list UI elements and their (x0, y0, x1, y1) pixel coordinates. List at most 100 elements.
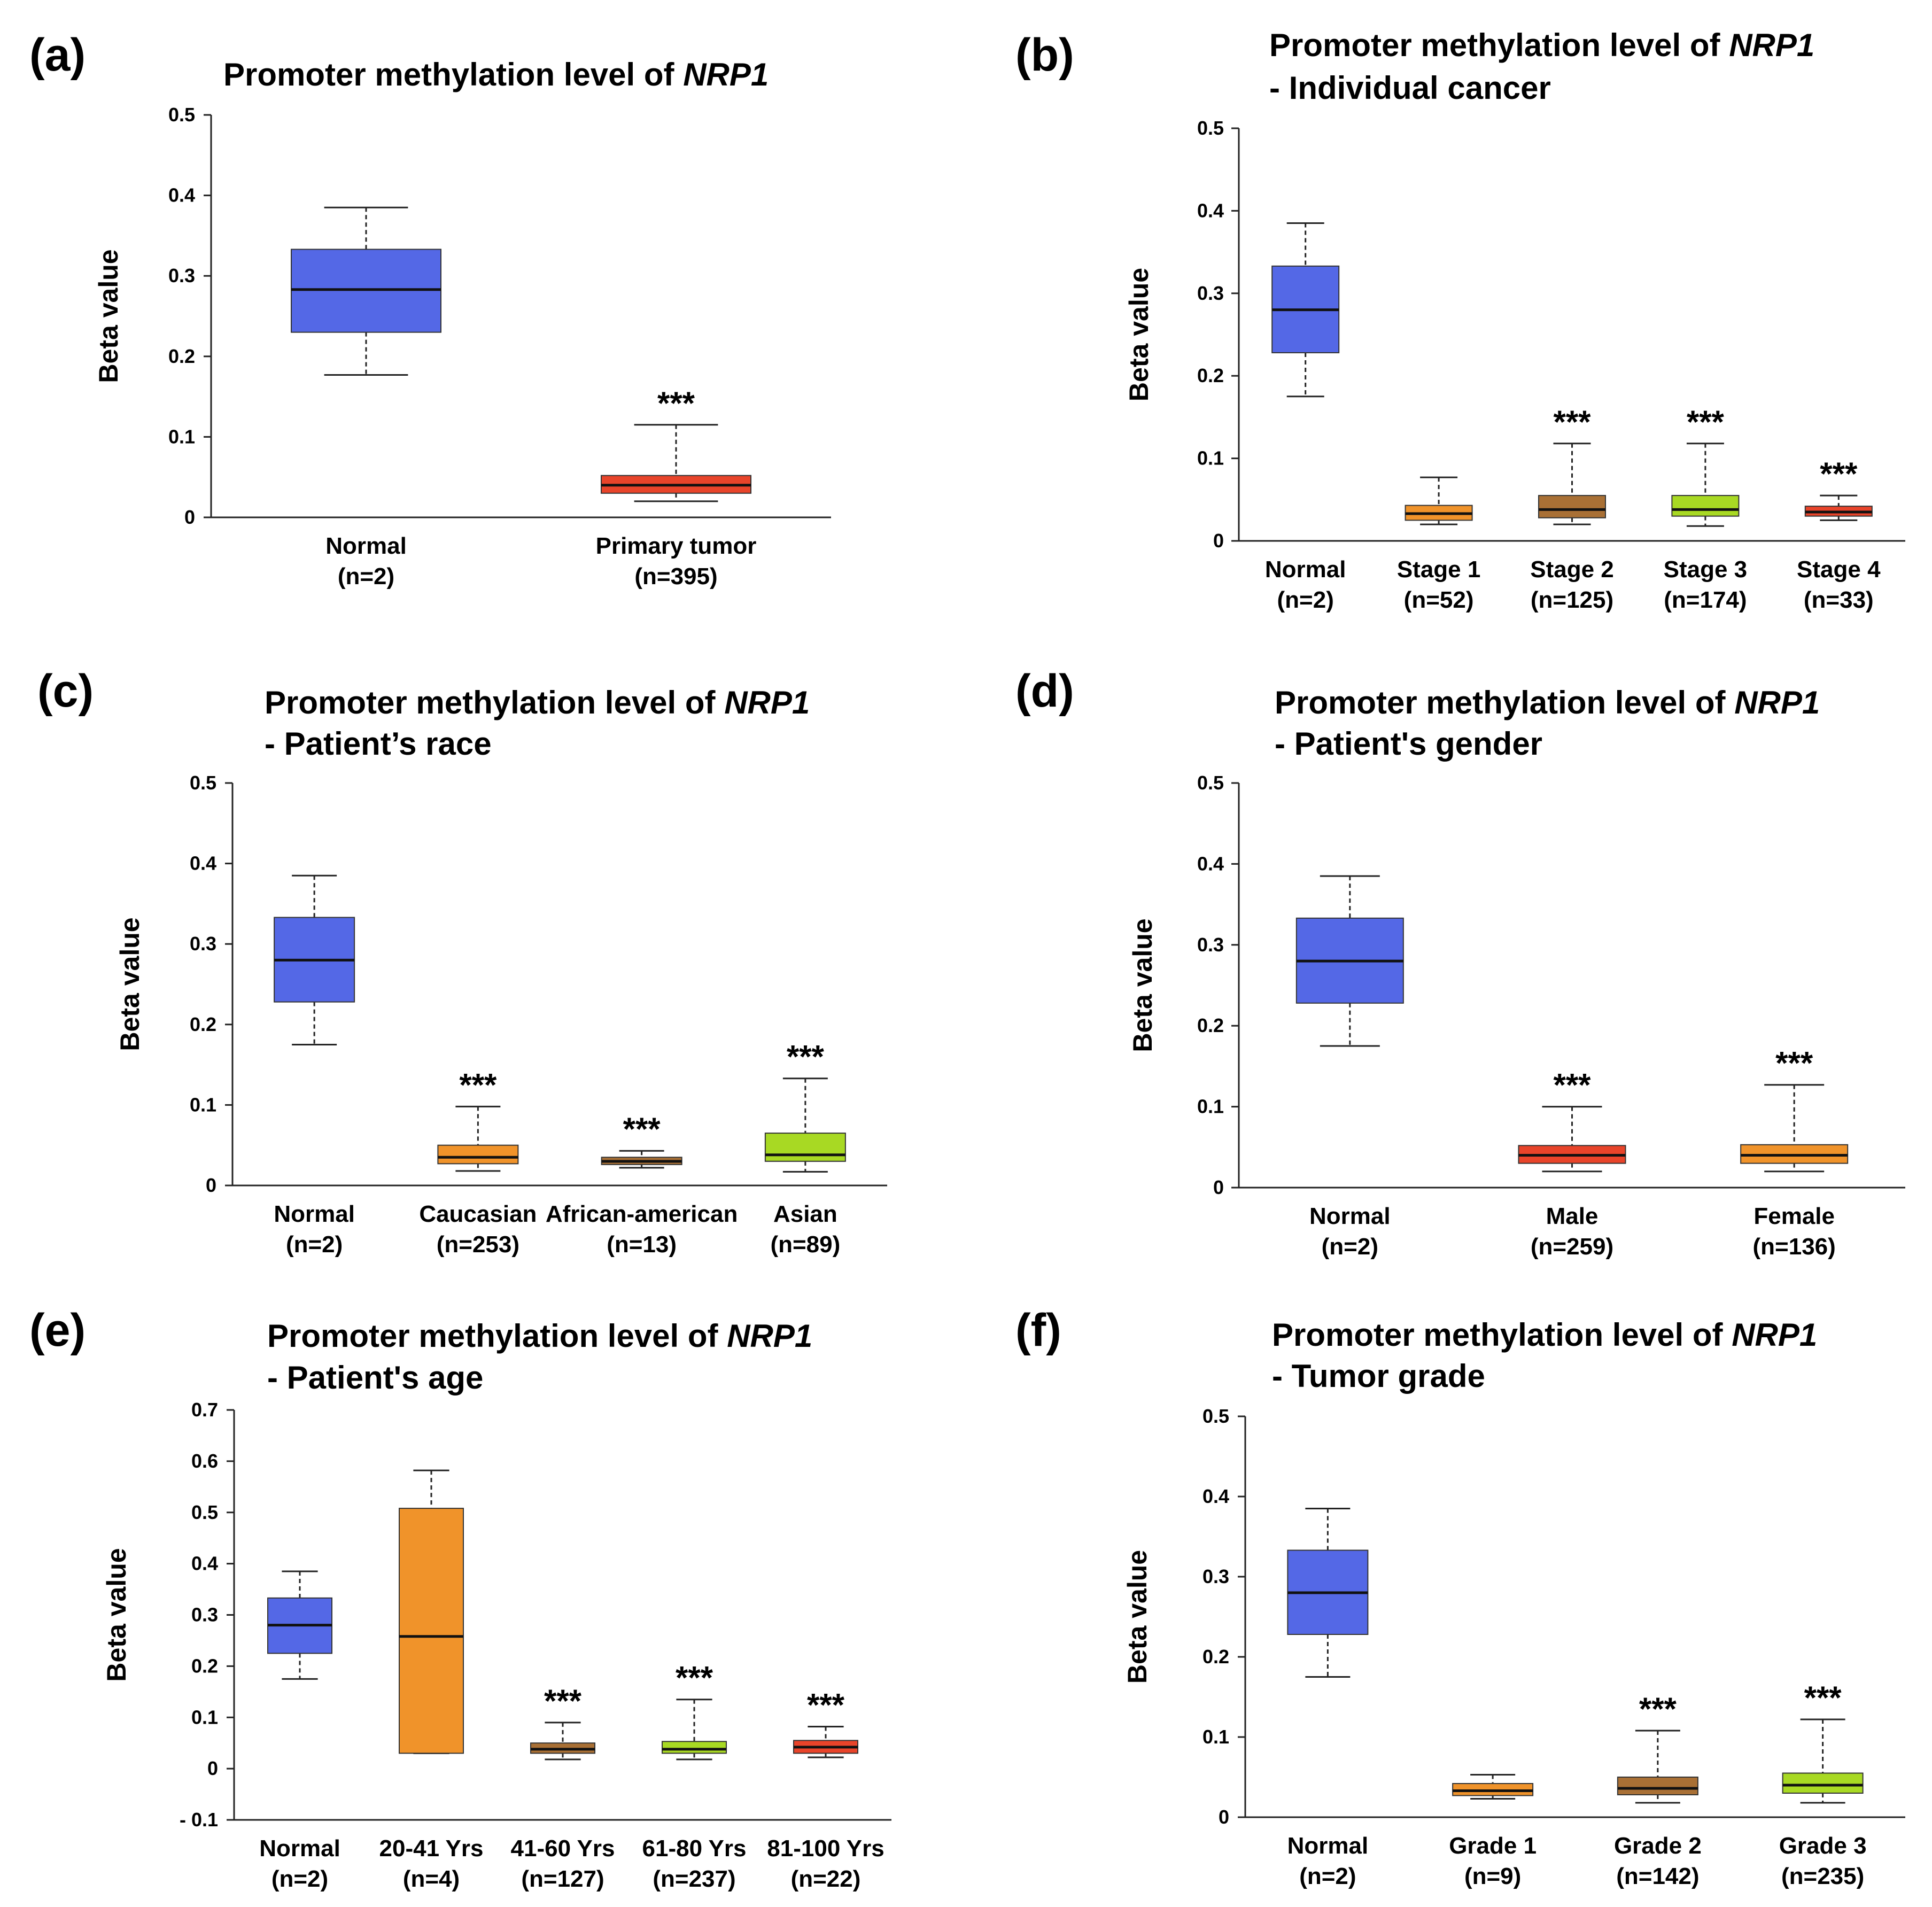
panel-letter: (f) (1015, 1305, 1061, 1356)
y-tick-label: 0.2 (1197, 365, 1224, 386)
box-2: *** (1617, 1691, 1698, 1804)
x-category-n: (n=142) (1616, 1863, 1699, 1889)
x-category-label: Stage 3 (1664, 556, 1748, 583)
x-category-label: Grade 2 (1614, 1833, 1702, 1859)
x-category-n: (n=395) (634, 563, 717, 590)
chart-subtitle: - Patient's age (267, 1360, 483, 1396)
x-category-label: Grade 3 (1779, 1833, 1867, 1859)
panel-letter: (e) (29, 1305, 86, 1356)
chart-panel-5: (f) Promoter methylation level of NRP1 - T… (1015, 1305, 1905, 1889)
significance-label: *** (676, 1660, 713, 1696)
y-tick-label: 0.1 (1202, 1726, 1229, 1748)
significance-label: *** (657, 385, 695, 421)
significance-label: *** (1804, 1680, 1842, 1716)
chart-title: Promoter methylation level of NRP1 (1275, 685, 1820, 720)
y-tick-label: 0.1 (1197, 447, 1224, 469)
title-gene: NRP1 (1729, 27, 1814, 63)
x-category-n: (n=89) (770, 1231, 840, 1258)
box-1 (399, 1469, 464, 1754)
x-category-label: Normal (1287, 1833, 1369, 1859)
box-body (1782, 1772, 1864, 1794)
x-category-n: (n=237) (653, 1866, 735, 1892)
chart-title: Promoter methylation level of NRP1 (1269, 27, 1814, 63)
y-tick-label: 0.3 (1197, 934, 1224, 956)
x-category-n: (n=127) (521, 1866, 604, 1892)
panel-letter: (b) (1015, 29, 1074, 81)
y-tick-label: 0.1 (191, 1706, 218, 1728)
x-category-label: Normal (274, 1201, 355, 1227)
significance-label: *** (787, 1039, 825, 1075)
significance-label: *** (623, 1111, 661, 1147)
y-tick-label: 0.2 (1202, 1646, 1229, 1668)
y-tick-label: 0.5 (168, 104, 195, 126)
chart-panel-4: (e) Promoter methylation level of NRP1 - P… (29, 1305, 891, 1892)
x-category-n: (n=2) (1277, 587, 1334, 613)
box-4: *** (1804, 456, 1873, 521)
y-tick-label: 0 (184, 506, 195, 528)
box-0 (1271, 222, 1340, 398)
x-category-label: Normal (1309, 1203, 1391, 1229)
y-tick-label: 0.5 (1197, 117, 1224, 139)
y-tick-label: 0.7 (191, 1399, 218, 1421)
x-category-n: (n=2) (1299, 1863, 1356, 1889)
y-tick-label: 0.6 (191, 1450, 218, 1472)
y-tick-label: 0.4 (168, 184, 195, 206)
y-tick-label: 0 (1219, 1806, 1229, 1828)
box-body (437, 1144, 519, 1165)
significance-label: *** (1775, 1045, 1813, 1081)
x-category-label: Caucasian (419, 1201, 537, 1227)
chart-title: Promoter methylation level of NRP1 (1272, 1317, 1817, 1353)
x-category-label: Stage 4 (1797, 556, 1881, 583)
chart-title: Promoter methylation level of NRP1 (265, 685, 810, 720)
y-tick-label: 0.2 (191, 1655, 218, 1677)
x-category-label: 81-100 Yrs (767, 1835, 884, 1862)
y-tick-label: 0.3 (191, 1604, 218, 1626)
title-gene: NRP1 (1734, 685, 1820, 720)
y-tick-label: 0 (206, 1174, 216, 1196)
panel-letter: (d) (1015, 665, 1074, 717)
x-category-label: Normal (259, 1835, 340, 1862)
significance-label: *** (1553, 404, 1591, 440)
box-2: *** (1740, 1045, 1849, 1173)
y-tick-label: - 0.1 (180, 1809, 218, 1831)
y-axis-label: Beta value (1128, 918, 1158, 1052)
x-category-label: Asian (773, 1201, 837, 1227)
chart-title: Promoter methylation level of NRP1 (223, 57, 769, 92)
x-category-label: 61-80 Yrs (642, 1835, 747, 1862)
y-axis-label: Beta value (1124, 268, 1154, 401)
chart-panel-1: (b) Promoter methylation level of NRP1 - I… (1015, 27, 1905, 613)
y-tick-label: 0.1 (168, 425, 195, 447)
chart-subtitle: - Patient's gender (1275, 726, 1542, 762)
x-category-n: (n=235) (1781, 1863, 1864, 1889)
x-category-label: 41-60 Yrs (511, 1835, 615, 1862)
x-category-n: (n=2) (286, 1231, 343, 1258)
box-0 (274, 874, 355, 1045)
y-tick-label: 0.5 (1197, 772, 1224, 794)
x-category-n: (n=13) (607, 1231, 677, 1258)
panel-letter: (a) (29, 29, 86, 81)
y-tick-label: 0 (207, 1757, 218, 1779)
box-4: *** (793, 1687, 858, 1758)
box-3: *** (1782, 1680, 1864, 1804)
y-tick-label: 0.3 (1197, 282, 1224, 304)
panel-letter: (c) (37, 665, 94, 717)
x-category-n: (n=2) (338, 563, 394, 590)
box-0 (291, 206, 441, 376)
significance-label: *** (1820, 456, 1858, 492)
x-category-n: (n=4) (403, 1866, 460, 1892)
x-category-n: (n=52) (1404, 587, 1474, 613)
box-body (662, 1741, 727, 1754)
box-body (399, 1508, 464, 1754)
y-tick-label: 0.5 (1202, 1405, 1229, 1427)
y-tick-label: 0.4 (1197, 199, 1224, 221)
x-category-n: (n=174) (1664, 587, 1747, 613)
significance-label: *** (544, 1683, 582, 1719)
box-body (1538, 495, 1606, 518)
y-tick-label: 0.3 (190, 933, 216, 955)
box-0 (1287, 1508, 1369, 1678)
y-tick-label: 0 (1213, 1176, 1224, 1198)
box-2: *** (601, 1111, 682, 1169)
box-1: *** (1518, 1067, 1626, 1173)
box-0 (1295, 875, 1404, 1047)
chart-panel-3: (d) Promoter methylation level of NRP1 - P… (1015, 665, 1905, 1260)
